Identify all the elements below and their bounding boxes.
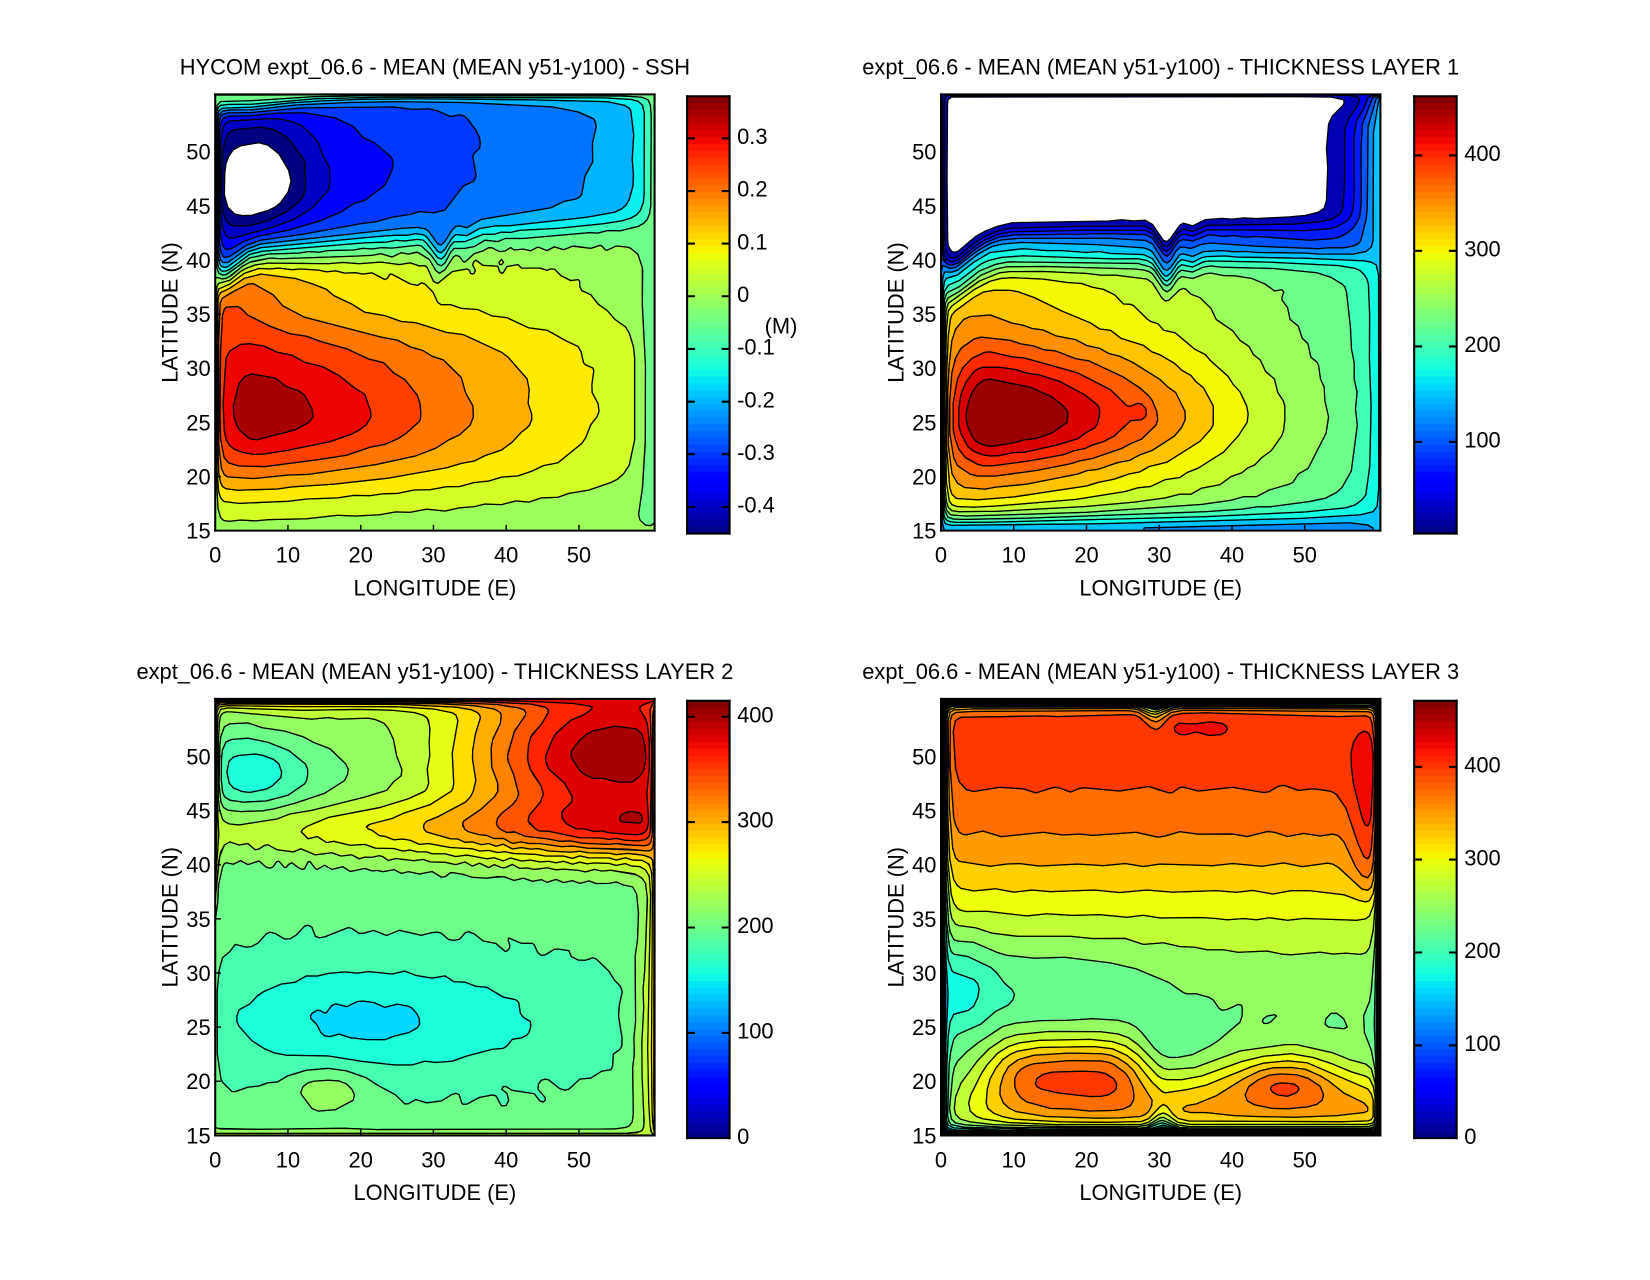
svg-text:10: 10 [1002, 543, 1026, 568]
svg-text:35: 35 [912, 302, 936, 327]
svg-text:LATITUDE (N): LATITUDE (N) [883, 242, 908, 382]
svg-text:300: 300 [1464, 237, 1500, 262]
svg-text:0: 0 [737, 282, 749, 307]
svg-text:30: 30 [912, 961, 936, 986]
svg-text:45: 45 [186, 194, 210, 219]
svg-text:0: 0 [209, 543, 221, 568]
svg-text:50: 50 [912, 744, 936, 769]
svg-text:35: 35 [912, 907, 936, 932]
svg-text:100: 100 [1464, 427, 1500, 452]
svg-text:200: 200 [1464, 938, 1500, 963]
svg-text:0.1: 0.1 [737, 229, 767, 254]
svg-text:10: 10 [276, 1147, 300, 1172]
svg-text:25: 25 [912, 1015, 936, 1040]
svg-text:400: 400 [1464, 752, 1500, 777]
svg-text:45: 45 [912, 194, 936, 219]
svg-text:50: 50 [1293, 543, 1317, 568]
svg-text:expt_06.6 - MEAN (MEAN y51-y10: expt_06.6 - MEAN (MEAN y51-y100) - THICK… [862, 55, 1459, 80]
svg-text:30: 30 [912, 356, 936, 381]
svg-text:40: 40 [494, 1147, 518, 1172]
svg-text:300: 300 [1464, 845, 1500, 870]
svg-text:expt_06.6 - MEAN (MEAN y51-y10: expt_06.6 - MEAN (MEAN y51-y100) - THICK… [136, 659, 733, 684]
svg-text:10: 10 [276, 543, 300, 568]
svg-text:15: 15 [186, 1123, 210, 1148]
svg-text:LONGITUDE (E): LONGITUDE (E) [1079, 1180, 1242, 1205]
svg-text:15: 15 [912, 1123, 936, 1148]
svg-text:25: 25 [912, 410, 936, 435]
svg-text:100: 100 [1464, 1031, 1500, 1056]
svg-text:40: 40 [186, 248, 210, 273]
svg-text:30: 30 [186, 356, 210, 381]
svg-text:HYCOM expt_06.6 - MEAN (MEAN y: HYCOM expt_06.6 - MEAN (MEAN y51-y100) -… [180, 55, 690, 80]
svg-text:LONGITUDE (E): LONGITUDE (E) [354, 575, 517, 600]
svg-text:35: 35 [186, 907, 210, 932]
svg-text:30: 30 [1147, 543, 1171, 568]
svg-text:30: 30 [421, 543, 445, 568]
svg-text:0: 0 [1464, 1124, 1476, 1149]
svg-text:expt_06.6 - MEAN (MEAN y51-y10: expt_06.6 - MEAN (MEAN y51-y100) - THICK… [862, 659, 1459, 684]
svg-text:50: 50 [186, 744, 210, 769]
svg-text:20: 20 [912, 464, 936, 489]
svg-text:-0.4: -0.4 [737, 493, 775, 518]
svg-text:200: 200 [1464, 332, 1500, 357]
svg-text:40: 40 [186, 853, 210, 878]
svg-text:25: 25 [186, 410, 210, 435]
svg-text:50: 50 [567, 543, 591, 568]
svg-text:20: 20 [1074, 543, 1098, 568]
svg-text:0: 0 [737, 1124, 749, 1149]
svg-text:35: 35 [186, 302, 210, 327]
svg-text:0.3: 0.3 [737, 124, 767, 149]
svg-text:-0.1: -0.1 [737, 335, 775, 360]
svg-text:50: 50 [912, 140, 936, 165]
svg-text:40: 40 [912, 853, 936, 878]
svg-text:20: 20 [1074, 1147, 1098, 1172]
svg-text:LONGITUDE (E): LONGITUDE (E) [354, 1180, 517, 1205]
svg-text:50: 50 [567, 1147, 591, 1172]
svg-text:400: 400 [1464, 141, 1500, 166]
svg-text:300: 300 [737, 808, 773, 833]
svg-text:45: 45 [912, 798, 936, 823]
svg-text:50: 50 [186, 140, 210, 165]
svg-text:200: 200 [737, 913, 773, 938]
svg-text:400: 400 [737, 702, 773, 727]
svg-text:20: 20 [186, 464, 210, 489]
svg-text:100: 100 [737, 1018, 773, 1043]
svg-text:40: 40 [494, 543, 518, 568]
svg-text:-0.3: -0.3 [737, 440, 775, 465]
svg-text:20: 20 [186, 1069, 210, 1094]
svg-text:40: 40 [1220, 543, 1244, 568]
svg-text:50: 50 [1293, 1147, 1317, 1172]
svg-text:LONGITUDE (E): LONGITUDE (E) [1079, 575, 1242, 600]
svg-text:-0.2: -0.2 [737, 387, 775, 412]
svg-text:30: 30 [186, 961, 210, 986]
svg-text:LATITUDE (N): LATITUDE (N) [158, 242, 183, 382]
svg-text:LATITUDE (N): LATITUDE (N) [883, 847, 908, 987]
svg-text:0: 0 [209, 1147, 221, 1172]
svg-text:25: 25 [186, 1015, 210, 1040]
svg-text:(M): (M) [765, 314, 798, 339]
svg-text:15: 15 [186, 519, 210, 544]
svg-text:20: 20 [912, 1069, 936, 1094]
svg-text:LATITUDE (N): LATITUDE (N) [158, 847, 183, 987]
svg-text:15: 15 [912, 519, 936, 544]
svg-text:0: 0 [935, 1147, 947, 1172]
svg-text:40: 40 [1220, 1147, 1244, 1172]
svg-text:20: 20 [349, 1147, 373, 1172]
svg-text:10: 10 [1002, 1147, 1026, 1172]
svg-text:30: 30 [421, 1147, 445, 1172]
svg-text:45: 45 [186, 798, 210, 823]
svg-text:20: 20 [349, 543, 373, 568]
svg-text:0: 0 [935, 543, 947, 568]
svg-text:0.2: 0.2 [737, 177, 767, 202]
svg-text:40: 40 [912, 248, 936, 273]
svg-text:30: 30 [1147, 1147, 1171, 1172]
